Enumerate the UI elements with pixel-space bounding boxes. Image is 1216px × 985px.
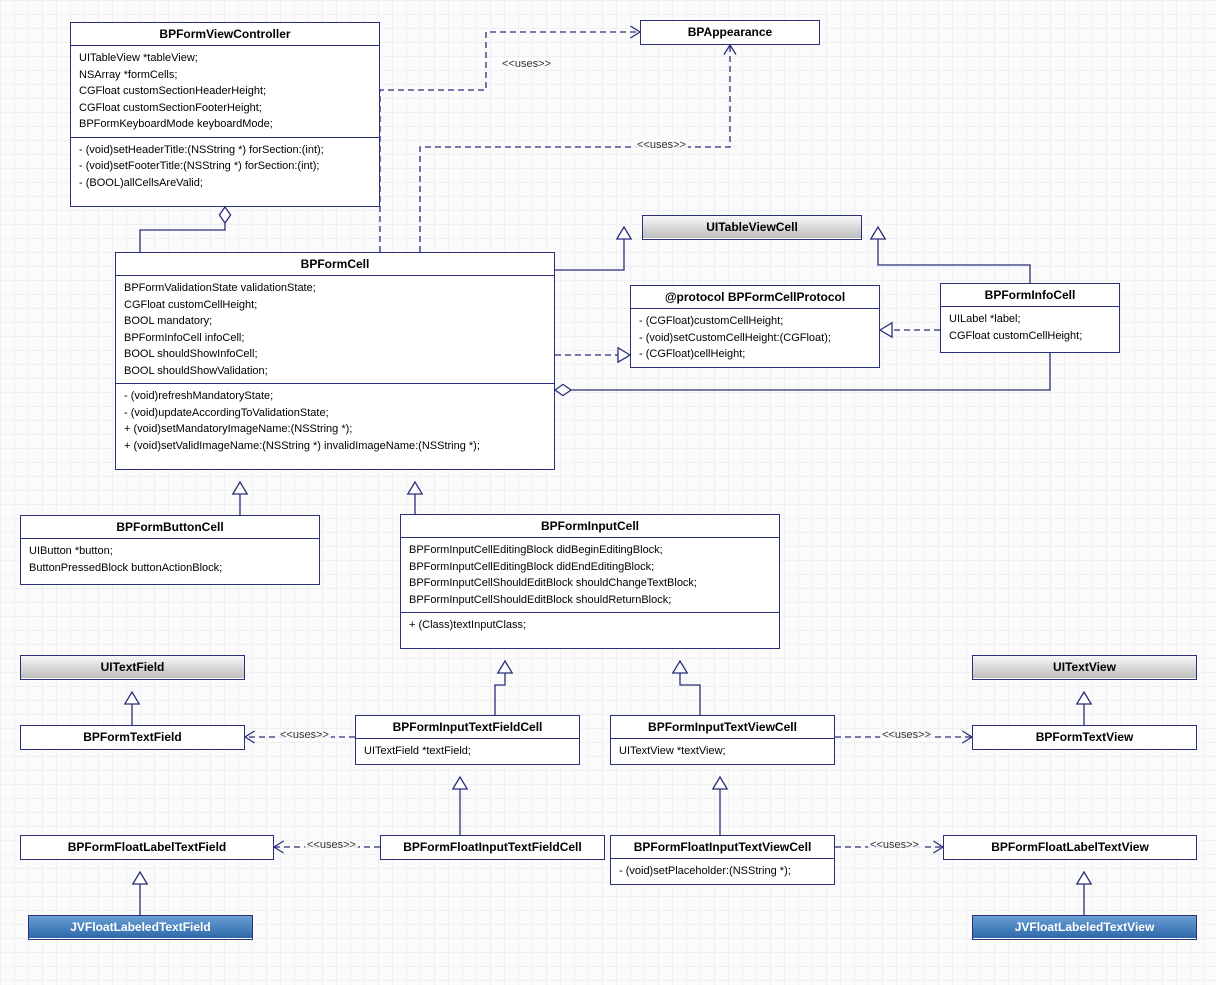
class-BPFormInputTextFieldCell: BPFormInputTextFieldCellUITextField *tex… bbox=[355, 715, 580, 765]
class-UITextField: UITextField bbox=[20, 655, 245, 680]
class-title: BPAppearance bbox=[641, 21, 819, 43]
class-BPFormFloatInputTextViewCell: BPFormFloatInputTextViewCell- (void)setP… bbox=[610, 835, 835, 885]
edge-label: <<uses>> bbox=[868, 839, 921, 851]
class-title: BPFormTextView bbox=[973, 726, 1196, 748]
class-BPFormViewController: BPFormViewControllerUITableView *tableVi… bbox=[70, 22, 380, 207]
class-title: BPFormInputTextFieldCell bbox=[356, 716, 579, 739]
edge-label: <<uses>> bbox=[305, 839, 358, 851]
class-title: JVFloatLabeledTextField bbox=[29, 916, 252, 938]
class-BPFormCell: BPFormCellBPFormValidationState validati… bbox=[115, 252, 555, 470]
class-title: BPFormCell bbox=[116, 253, 554, 276]
class-attributes: - (CGFloat)customCellHeight;- (void)setC… bbox=[631, 309, 879, 367]
class-attributes: BPFormInputCellEditingBlock didBeginEdit… bbox=[401, 538, 779, 613]
class-BPFormInputTextViewCell: BPFormInputTextViewCellUITextView *textV… bbox=[610, 715, 835, 765]
class-attributes: BPFormValidationState validationState;CG… bbox=[116, 276, 554, 384]
class-title: BPFormInputTextViewCell bbox=[611, 716, 834, 739]
class-operations: + (Class)textInputClass; bbox=[401, 613, 779, 638]
class-BPFormTextField: BPFormTextField bbox=[20, 725, 245, 750]
edge-label: <<uses>> bbox=[278, 729, 331, 741]
class-JVFloatLabeledTextField: JVFloatLabeledTextField bbox=[28, 915, 253, 940]
class-BPFormInfoCell: BPFormInfoCellUILabel *label;CGFloat cus… bbox=[940, 283, 1120, 353]
class-operations: - (void)refreshMandatoryState;- (void)up… bbox=[116, 384, 554, 458]
class-title: UITextView bbox=[973, 656, 1196, 678]
class-UITableViewCell: UITableViewCell bbox=[642, 215, 862, 240]
class-title: BPFormFloatLabelTextView bbox=[944, 836, 1196, 858]
class-BPFormTextView: BPFormTextView bbox=[972, 725, 1197, 750]
class-attributes: - (void)setPlaceholder:(NSString *); bbox=[611, 859, 834, 884]
class-operations: - (void)setHeaderTitle:(NSString *) forS… bbox=[71, 138, 379, 196]
class-title: UITextField bbox=[21, 656, 244, 678]
class-title: BPFormInputCell bbox=[401, 515, 779, 538]
class-BPFormFloatLabelTextField: BPFormFloatLabelTextField bbox=[20, 835, 274, 860]
class-attributes: UILabel *label;CGFloat customCellHeight; bbox=[941, 307, 1119, 348]
class-title: BPFormInfoCell bbox=[941, 284, 1119, 307]
class-BPFormButtonCell: BPFormButtonCellUIButton *button;ButtonP… bbox=[20, 515, 320, 585]
class-title: JVFloatLabeledTextView bbox=[973, 916, 1196, 938]
class-title: @protocol BPFormCellProtocol bbox=[631, 286, 879, 309]
class-title: BPFormFloatInputTextFieldCell bbox=[381, 836, 604, 858]
class-title: BPFormFloatLabelTextField bbox=[21, 836, 273, 858]
class-attributes: UITextField *textField; bbox=[356, 739, 579, 764]
class-attributes: UITableView *tableView;NSArray *formCell… bbox=[71, 46, 379, 138]
class-title: BPFormButtonCell bbox=[21, 516, 319, 539]
edge-label: <<uses>> bbox=[880, 729, 933, 741]
class-BPFormFloatInputTextFieldCell: BPFormFloatInputTextFieldCell bbox=[380, 835, 605, 860]
class-BPFormFloatLabelTextView: BPFormFloatLabelTextView bbox=[943, 835, 1197, 860]
class-JVFloatLabeledTextView: JVFloatLabeledTextView bbox=[972, 915, 1197, 940]
class-title: BPFormTextField bbox=[21, 726, 244, 748]
class-title: BPFormViewController bbox=[71, 23, 379, 46]
edge-label: <<uses>> bbox=[500, 58, 553, 70]
class-BPAppearance: BPAppearance bbox=[640, 20, 820, 45]
class-attributes: UIButton *button;ButtonPressedBlock butt… bbox=[21, 539, 319, 580]
class-title: UITableViewCell bbox=[643, 216, 861, 238]
edge-label: <<uses>> bbox=[635, 139, 688, 151]
class-BPFormCellProtocol: @protocol BPFormCellProtocol- (CGFloat)c… bbox=[630, 285, 880, 368]
class-attributes: UITextView *textView; bbox=[611, 739, 834, 764]
class-UITextView: UITextView bbox=[972, 655, 1197, 680]
class-title: BPFormFloatInputTextViewCell bbox=[611, 836, 834, 859]
class-BPFormInputCell: BPFormInputCellBPFormInputCellEditingBlo… bbox=[400, 514, 780, 649]
